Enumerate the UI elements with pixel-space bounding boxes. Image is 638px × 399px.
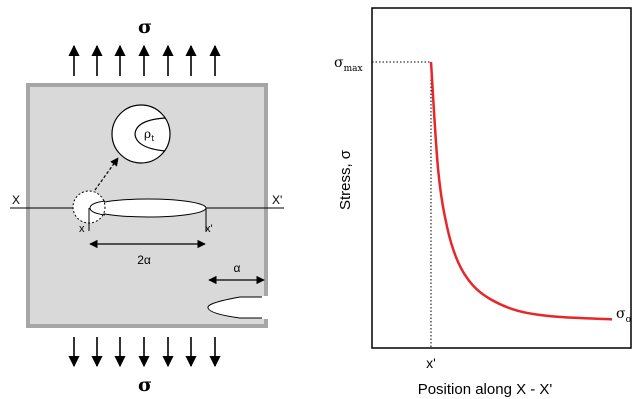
y-axis-label: Stress, σ [337, 149, 354, 210]
sigma-top-label: σ [138, 16, 152, 38]
sigma-bottom-label: σ [138, 374, 152, 396]
plate-diagram: σ X X' ρt [10, 16, 284, 396]
bottom-tension-arrows [68, 337, 221, 368]
edge-crack-label: α [234, 261, 241, 275]
magnify-arrow-icon [94, 157, 119, 191]
stress-graph: Stress, σ Position along X - X' σmax x' … [334, 7, 632, 398]
top-tension-arrows [68, 44, 221, 76]
magnified-crack-tip [134, 117, 166, 152]
rho-label: ρt [144, 127, 155, 143]
x-prime-tick-label: x' [426, 355, 436, 371]
stress-curve [429, 61, 613, 321]
edge-crack [207, 296, 265, 319]
crack-right-label: x' [205, 223, 213, 235]
magnified-tip-circle [111, 104, 171, 164]
sigma-o-label: σo [616, 306, 631, 325]
crack-length-label: 2α [137, 253, 151, 267]
internal-crack [89, 198, 207, 218]
plot-frame [371, 7, 632, 349]
x-axis-label: Position along X - X' [418, 381, 553, 398]
x-right-label: X' [272, 193, 282, 207]
sigma-max-label: σmax [334, 55, 363, 74]
crack-left-label: x [79, 223, 85, 235]
x-left-label: X [12, 193, 20, 207]
